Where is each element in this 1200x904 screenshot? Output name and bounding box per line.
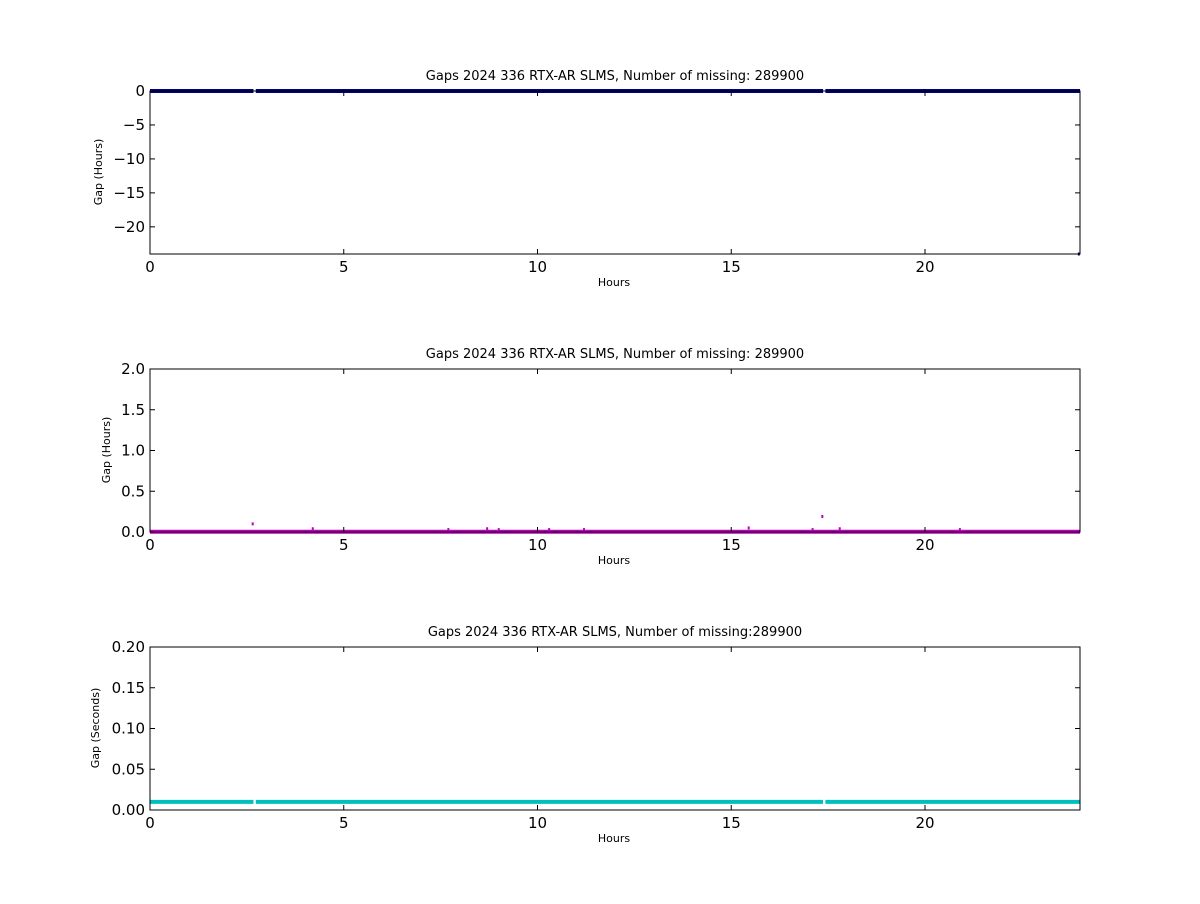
subplot-2-data-point	[958, 528, 961, 532]
subplot-1-xtick-label: 0	[145, 258, 155, 276]
subplot-2-title: Gaps 2024 336 RTX-AR SLMS, Number of mis…	[426, 347, 804, 362]
subplot-3: Gaps 2024 336 RTX-AR SLMS, Number of mis…	[89, 625, 1081, 845]
subplot-2-xlabel: Hours	[598, 554, 630, 567]
subplot-1-title: Gaps 2024 336 RTX-AR SLMS, Number of mis…	[426, 69, 804, 84]
subplot-2-data-point	[838, 527, 841, 531]
subplot-3-xtick-label: 10	[528, 814, 547, 832]
subplot-1-xtick-label: 5	[339, 258, 349, 276]
subplot-3-title: Gaps 2024 336 RTX-AR SLMS, Number of mis…	[428, 625, 802, 640]
subplot-1-frame	[149, 90, 1081, 255]
subplot-1-ytick-label: 0	[135, 82, 145, 100]
subplot-2-data-point	[583, 528, 585, 532]
subplot-3-ytick-label: 0.20	[112, 638, 145, 656]
subplot-2-xtick-label: 15	[722, 536, 741, 554]
subplot-3-xtick-label: 20	[915, 814, 934, 832]
subplot-1-ytick-label: −20	[113, 218, 145, 236]
subplot-2-data-point	[447, 528, 450, 532]
subplot-3-ytick-label: 0.00	[112, 801, 145, 819]
subplot-3-xtick-label: 0	[145, 814, 155, 832]
subplot-2-xtick-label: 20	[915, 536, 934, 554]
subplot-1-ytick-label: −5	[123, 116, 145, 134]
subplot-2-ytick-label: 2.0	[121, 360, 145, 378]
subplot-1-ytick-label: −10	[113, 150, 145, 168]
subplot-3-plot-area	[150, 647, 1080, 810]
subplot-1-xlabel: Hours	[598, 276, 630, 289]
subplot-2-ytick-label: 0.5	[121, 482, 145, 500]
subplot-3-ylabel: Gap (Seconds)	[89, 688, 102, 769]
subplot-2-ytick-label: 1.0	[121, 442, 145, 460]
subplot-2-xtick-label: 5	[339, 536, 349, 554]
subplot-3-ytick-label: 0.05	[112, 760, 145, 778]
subplot-1-ytick-label: −15	[113, 184, 145, 202]
subplot-2-ytick-label: 0.0	[121, 523, 145, 541]
subplot-2-xtick-label: 10	[528, 536, 547, 554]
subplot-1: Gaps 2024 336 RTX-AR SLMS, Number of mis…	[92, 69, 1081, 289]
subplot-1-plot-area	[150, 91, 1080, 254]
subplot-2-xtick-label: 0	[145, 536, 155, 554]
subplot-2-data-point	[497, 528, 500, 532]
subplot-2-data-point	[486, 527, 489, 531]
subplot-2-data-point	[548, 528, 551, 532]
subplot-2: Gaps 2024 336 RTX-AR SLMS, Number of mis…	[100, 347, 1081, 567]
subplot-2-data-point	[311, 527, 314, 531]
subplot-2-data-point	[747, 526, 750, 530]
subplot-1-ylabel: Gap (Hours)	[92, 139, 105, 206]
subplot-1-xtick-label: 10	[528, 258, 547, 276]
subplot-3-ytick-label: 0.15	[112, 679, 145, 697]
subplot-2-data-point	[811, 528, 814, 532]
subplot-2-plot-area	[150, 369, 1080, 532]
subplot-3-xlabel: Hours	[598, 832, 630, 845]
subplot-3-xtick-label: 15	[722, 814, 741, 832]
subplot-1-xtick-label: 20	[915, 258, 934, 276]
subplot-2-ylabel: Gap (Hours)	[100, 417, 113, 484]
subplot-1-xtick-label: 15	[722, 258, 741, 276]
subplot-3-ytick-label: 0.10	[112, 720, 145, 738]
subplot-3-xtick-label: 5	[339, 814, 349, 832]
subplot-2-data-point	[821, 515, 824, 519]
subplot-2-data-point	[251, 522, 254, 526]
subplot-2-ytick-label: 1.5	[121, 401, 145, 419]
